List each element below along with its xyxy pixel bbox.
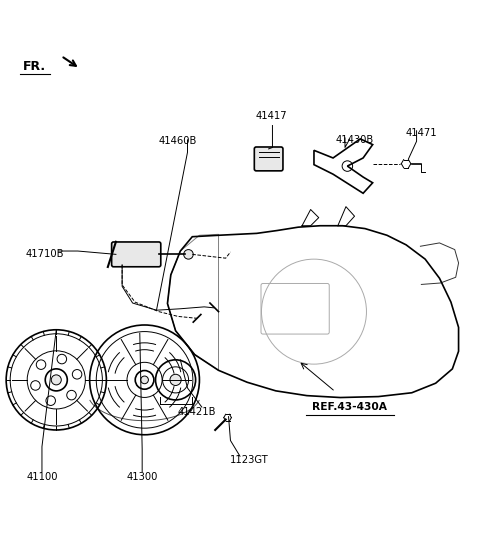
- Text: REF.43-430A: REF.43-430A: [312, 402, 387, 412]
- Text: 41430B: 41430B: [336, 135, 373, 145]
- Circle shape: [170, 374, 181, 385]
- Text: 41460B: 41460B: [159, 136, 197, 146]
- Circle shape: [141, 376, 148, 384]
- Text: 41471: 41471: [406, 128, 437, 138]
- Circle shape: [184, 250, 193, 259]
- Text: FR.: FR.: [23, 60, 47, 73]
- Text: 41100: 41100: [26, 472, 58, 482]
- Text: 41710B: 41710B: [25, 250, 63, 259]
- FancyBboxPatch shape: [112, 242, 161, 267]
- Text: 41300: 41300: [127, 472, 158, 482]
- Text: 41421B: 41421B: [178, 407, 216, 417]
- Text: 41417: 41417: [255, 111, 287, 121]
- Circle shape: [51, 375, 61, 385]
- Text: 1123GT: 1123GT: [230, 455, 269, 464]
- FancyBboxPatch shape: [254, 147, 283, 171]
